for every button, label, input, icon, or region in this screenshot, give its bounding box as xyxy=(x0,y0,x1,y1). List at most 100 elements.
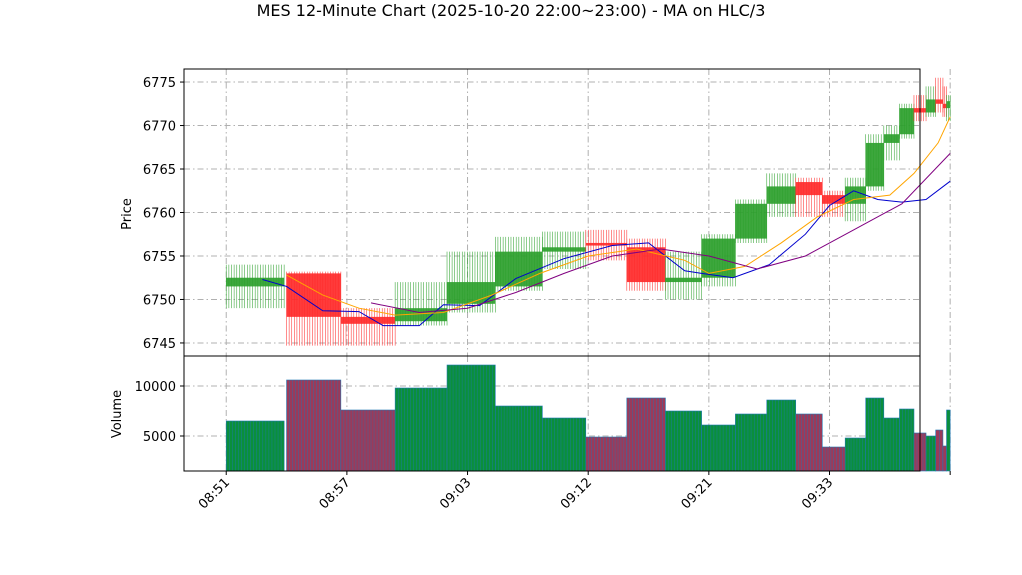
volume-bar-down xyxy=(942,445,947,472)
candle-body xyxy=(626,247,666,283)
volume-bar-up xyxy=(701,424,736,472)
volume-bar xyxy=(795,413,823,472)
price-bars xyxy=(225,77,951,346)
candle-body xyxy=(946,101,951,109)
volume-bar-up xyxy=(394,387,448,472)
x-ticks: 08:51 08:57 09:03 09:12 09:21 09:33 xyxy=(196,471,951,512)
volume-panel: 5000 10000 Volume xyxy=(110,355,951,472)
candle-body xyxy=(865,142,884,187)
candle-up xyxy=(865,134,885,191)
candle-up xyxy=(925,86,936,117)
candle-body xyxy=(766,186,796,204)
candle-body xyxy=(665,277,702,283)
volume-bar-up xyxy=(766,399,797,472)
price-ylabel: Price xyxy=(120,198,135,230)
price-panel: 6745 6750 6755 6760 6765 6770 6775 Price xyxy=(120,68,951,357)
candle-body xyxy=(735,203,767,239)
price-y-tick-label: 6770 xyxy=(143,120,176,135)
ma-mid-line xyxy=(286,116,951,316)
x-tick-label: 09:03 xyxy=(437,475,474,512)
volume-bar-up xyxy=(494,405,543,472)
candle-body xyxy=(926,99,936,113)
volume-bar-up xyxy=(899,408,915,472)
x-tick-label: 08:51 xyxy=(196,475,233,512)
ma-fast-line xyxy=(262,180,951,327)
volume-bar-up xyxy=(542,417,587,472)
volume-bar xyxy=(942,445,947,472)
candle-body xyxy=(495,251,543,287)
ma-slow-line xyxy=(370,153,951,314)
candle-body xyxy=(795,182,823,196)
volume-bar-up xyxy=(844,437,867,472)
price-y-tick-label: 6765 xyxy=(143,163,176,178)
candle-down xyxy=(935,77,944,113)
candle-body xyxy=(447,282,496,304)
candle-up xyxy=(542,231,587,270)
candle-up xyxy=(766,173,797,217)
volume-bar-down xyxy=(935,429,944,472)
volume-y-tick-label: 10000 xyxy=(135,380,176,395)
candle-body xyxy=(340,316,396,324)
volume-bar xyxy=(925,435,936,472)
price-y-tick-label: 6760 xyxy=(143,207,176,222)
chart-title: MES 12-Minute Chart (2025-10-20 22:00~23… xyxy=(257,1,766,20)
volume-bar-up xyxy=(735,413,768,472)
candle-up xyxy=(701,234,736,287)
candle-body xyxy=(899,108,914,135)
price-y-ticks: 6745 6750 6755 6760 6765 6770 6775 xyxy=(143,76,184,352)
candle-down xyxy=(942,86,947,117)
candle-body xyxy=(845,186,866,204)
volume-bar-down xyxy=(286,379,342,472)
candle-up xyxy=(899,103,915,139)
candle-down xyxy=(626,238,666,291)
moving-average-lines xyxy=(262,116,951,327)
candle-body xyxy=(585,242,627,246)
candle-body xyxy=(542,247,586,252)
volume-y-ticks: 5000 10000 xyxy=(135,380,184,445)
volume-bars xyxy=(225,364,951,472)
volume-bar xyxy=(626,397,666,472)
volume-bar-up xyxy=(446,364,496,472)
volume-bar xyxy=(899,408,915,472)
candle-up xyxy=(735,199,768,243)
volume-bar-up xyxy=(225,420,285,472)
candle-up xyxy=(883,125,900,161)
candle-body xyxy=(942,103,947,109)
volume-bar-down xyxy=(340,409,396,472)
volume-bar xyxy=(946,409,951,472)
candle-up xyxy=(225,264,285,309)
volume-bar xyxy=(225,420,285,472)
volume-bar-up xyxy=(865,397,885,472)
volume-ylabel: Volume xyxy=(110,390,125,438)
volume-bar-down xyxy=(626,397,666,472)
volume-y-tick-label: 5000 xyxy=(143,430,176,445)
price-y-tick-label: 6755 xyxy=(143,250,176,265)
x-tick-label: 09:12 xyxy=(558,475,595,512)
volume-axes-frame xyxy=(183,355,921,472)
volume-bar-up xyxy=(925,435,936,472)
candle-up xyxy=(446,251,496,313)
candle-down xyxy=(795,177,823,217)
volume-bar xyxy=(701,424,736,472)
volume-bar-down xyxy=(795,413,823,472)
price-y-tick-label: 6750 xyxy=(143,293,176,308)
volume-bar-up xyxy=(946,409,951,472)
x-tick-label: 09:21 xyxy=(679,475,716,512)
candle-up xyxy=(665,251,702,300)
price-y-tick-label: 6775 xyxy=(143,76,176,91)
volume-bar-up xyxy=(883,417,900,472)
volume-bar xyxy=(394,387,448,472)
candle-body xyxy=(883,134,900,143)
x-tick-label: 09:33 xyxy=(799,475,836,512)
candle-body xyxy=(935,99,943,104)
volume-bar-down xyxy=(585,436,628,472)
candle-down xyxy=(286,271,342,346)
candle-body xyxy=(822,195,846,204)
volume-bar-up xyxy=(665,410,702,472)
volume-bar xyxy=(883,417,900,472)
volume-bar-down xyxy=(821,446,846,472)
price-grid xyxy=(184,69,951,356)
candle-down xyxy=(340,308,396,346)
x-tick-label: 08:57 xyxy=(317,475,354,512)
